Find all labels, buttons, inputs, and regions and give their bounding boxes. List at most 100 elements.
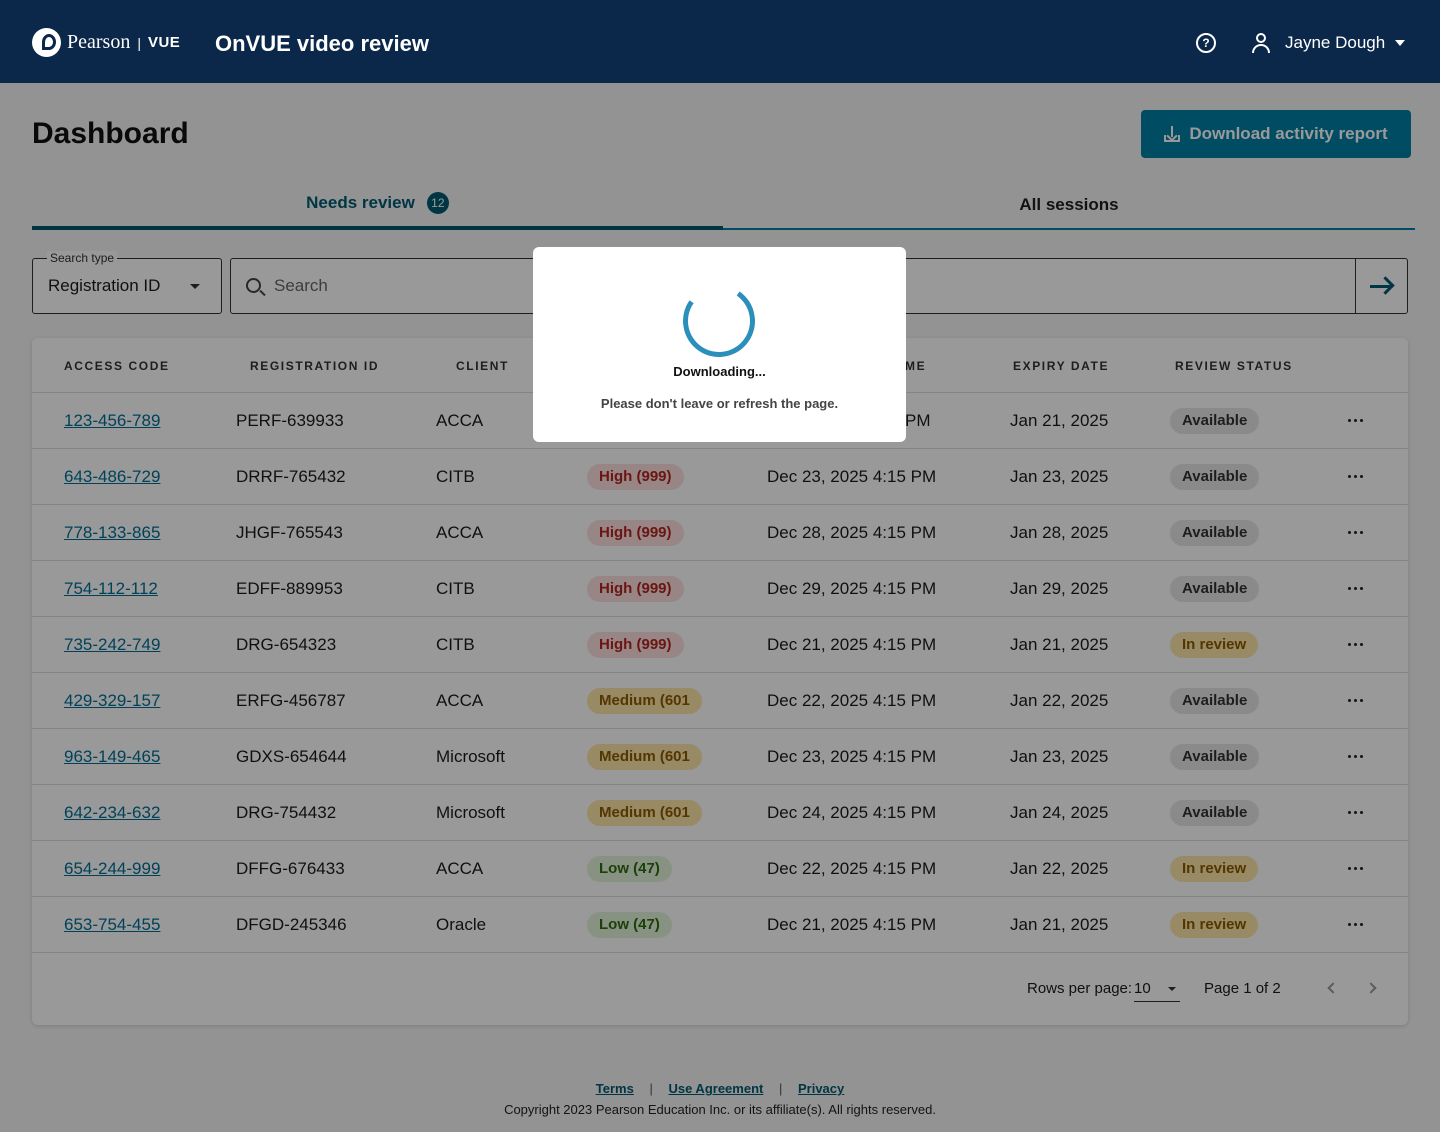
caret-down-icon	[1168, 987, 1176, 991]
registration-id-cell: JHGF-765543	[236, 523, 343, 542]
access-code-link[interactable]: 123-456-789	[64, 411, 161, 430]
tab-all-sessions-label: All sessions	[1019, 195, 1119, 214]
registration-id-cell: PERF-639933	[236, 411, 344, 430]
search-submit-button[interactable]	[1355, 259, 1407, 313]
table-row[interactable]: 963-149-465 GDXS-654644 Microsoft Medium (6…	[32, 729, 1408, 785]
column-header-client[interactable]: CLIENT	[456, 359, 509, 373]
loading-spinner-icon	[677, 279, 761, 363]
dialog-message: Please don't leave or refresh the page.	[600, 396, 839, 411]
search-icon	[246, 278, 261, 293]
more-actions-icon[interactable]	[1348, 531, 1364, 535]
download-activity-report-button[interactable]: Download activity report	[1141, 110, 1411, 158]
page-info: Page 1 of 2	[1204, 980, 1281, 997]
more-actions-icon[interactable]	[1348, 755, 1364, 759]
risk-badge: Low (47)	[587, 912, 672, 938]
session-time-cell: Dec 23, 2025 4:15 PM	[767, 467, 937, 486]
copyright: Copyright 2023 Pearson Education Inc. or…	[504, 1102, 936, 1117]
table-row[interactable]: 642-234-632 DRG-754432 Microsoft Medium (60…	[32, 785, 1408, 841]
client-cell: Microsoft	[436, 747, 505, 766]
footer-link-use-agreement[interactable]: Use Agreement	[668, 1081, 764, 1096]
risk-badge: High (999)	[587, 632, 684, 658]
table-row[interactable]: 654-244-999 DFFG-676433 ACCA Low (47) Dec 22…	[32, 841, 1408, 897]
registration-id-cell: ERFG-456787	[236, 691, 346, 710]
tab-all-sessions[interactable]: All sessions	[723, 180, 1415, 230]
downloading-dialog: Downloading... Please don't leave or ref…	[533, 247, 906, 442]
table-row[interactable]: 429-329-157 ERFG-456787 ACCA Medium (601 Dec…	[32, 673, 1408, 729]
user-name: Jayne Dough	[1285, 33, 1386, 52]
table-row[interactable]: 643-486-729 DRRF-765432 CITB High (999) Dec …	[32, 449, 1408, 505]
risk-badge: High (999)	[587, 520, 684, 546]
more-actions-icon[interactable]	[1348, 867, 1364, 871]
column-header-access-code[interactable]: ACCESS CODE	[64, 359, 170, 373]
pearson-vue-logo[interactable]: Pearson | VUE	[32, 28, 180, 57]
more-actions-icon[interactable]	[1348, 699, 1364, 703]
help-icon[interactable]: ?	[1196, 33, 1216, 53]
column-header-time[interactable]: ME	[905, 359, 927, 373]
more-actions-icon[interactable]	[1348, 643, 1364, 647]
more-actions-icon[interactable]	[1348, 475, 1364, 479]
logo-brand: Pearson	[67, 31, 131, 53]
logo-divider: |	[137, 34, 141, 51]
client-cell: ACCA	[436, 691, 484, 710]
more-actions-icon[interactable]	[1348, 419, 1364, 423]
access-code-link[interactable]: 735-242-749	[64, 635, 161, 654]
user-icon	[1252, 33, 1270, 53]
column-header-review-status[interactable]: REVIEW STATUS	[1175, 359, 1293, 373]
more-actions-icon[interactable]	[1348, 923, 1364, 927]
status-badge: Available	[1170, 408, 1260, 434]
table-row[interactable]: 754-112-112 EDFF-889953 CITB High (999) Dec …	[32, 561, 1408, 617]
registration-id-cell: DRG-754432	[236, 803, 337, 822]
client-cell: ACCA	[436, 523, 484, 542]
column-header-registration-id[interactable]: REGISTRATION ID	[250, 359, 380, 373]
expiry-date-cell: Jan 29, 2025	[1010, 579, 1109, 598]
expiry-date-cell: Jan 24, 2025	[1010, 803, 1109, 822]
access-code-link[interactable]: 654-244-999	[64, 859, 161, 878]
arrow-right-icon	[1370, 285, 1392, 288]
session-time-cell: Dec 22, 2025 4:15 PM	[767, 859, 937, 878]
search-input[interactable]: Search	[274, 276, 328, 295]
access-code-link[interactable]: 429-329-157	[64, 691, 161, 710]
footer-link-terms[interactable]: Terms	[595, 1081, 634, 1096]
expiry-date-cell: Jan 23, 2025	[1010, 747, 1109, 766]
download-icon	[1164, 126, 1181, 142]
download-button-label: Download activity report	[1189, 124, 1388, 143]
user-menu[interactable]: Jayne Dough	[1252, 33, 1406, 53]
chevron-down-icon	[1395, 40, 1406, 46]
more-actions-icon[interactable]	[1348, 587, 1364, 591]
expiry-date-cell: Jan 21, 2025	[1010, 411, 1109, 430]
client-cell: CITB	[436, 467, 475, 486]
rows-per-page-value: 10	[1134, 980, 1151, 997]
table-row[interactable]: 778-133-865 JHGF-765543 ACCA High (999) Dec …	[32, 505, 1408, 561]
tab-needs-review-label: Needs review	[306, 193, 415, 212]
session-time-cell: Dec 21, 2025 4:15 PM	[767, 635, 937, 654]
status-badge: Available	[1170, 576, 1260, 602]
risk-badge: High (999)	[587, 464, 684, 490]
footer-link-privacy[interactable]: Privacy	[797, 1081, 845, 1096]
table-row[interactable]: 653-754-455 DFGD-245346 Oracle Low (47) Dec …	[32, 897, 1408, 953]
expiry-date-cell: Jan 22, 2025	[1010, 859, 1109, 878]
rows-per-page-select[interactable]: 10	[1134, 978, 1180, 1002]
registration-id-cell: GDXS-654644	[236, 747, 347, 766]
access-code-link[interactable]: 778-133-865	[64, 523, 161, 542]
table-row[interactable]: 735-242-749 DRG-654323 CITB High (999) Dec 2…	[32, 617, 1408, 673]
client-cell: ACCA	[436, 859, 484, 878]
client-cell: Oracle	[436, 915, 487, 934]
modal-backdrop	[0, 83, 1440, 1132]
app-title: OnVUE video review	[215, 31, 429, 56]
more-actions-icon[interactable]	[1348, 811, 1364, 815]
session-time-cell: Dec 23, 2025 4:15 PM	[767, 747, 937, 766]
tab-needs-review[interactable]: Needs review 12	[32, 180, 723, 230]
status-badge: In review	[1170, 632, 1259, 658]
access-code-link[interactable]: 643-486-729	[64, 467, 161, 486]
expiry-date-cell: Jan 21, 2025	[1010, 635, 1109, 654]
access-code-link[interactable]: 653-754-455	[64, 915, 161, 934]
table-row[interactable]: 123-456-789 PERF-639933 ACCA PM Jan 21, 2025…	[32, 393, 1408, 449]
registration-id-cell: DFGD-245346	[236, 915, 347, 934]
app-header: Pearson | VUE OnVUE video review ? Jayne…	[0, 0, 1440, 83]
expiry-date-cell: Jan 28, 2025	[1010, 523, 1109, 542]
access-code-link[interactable]: 963-149-465	[64, 747, 161, 766]
access-code-link[interactable]: 754-112-112	[64, 579, 158, 598]
search-type-select[interactable]: Search type Registration ID	[32, 251, 222, 314]
access-code-link[interactable]: 642-234-632	[64, 803, 161, 822]
column-header-expiry-date[interactable]: EXPIRY DATE	[1013, 359, 1110, 373]
